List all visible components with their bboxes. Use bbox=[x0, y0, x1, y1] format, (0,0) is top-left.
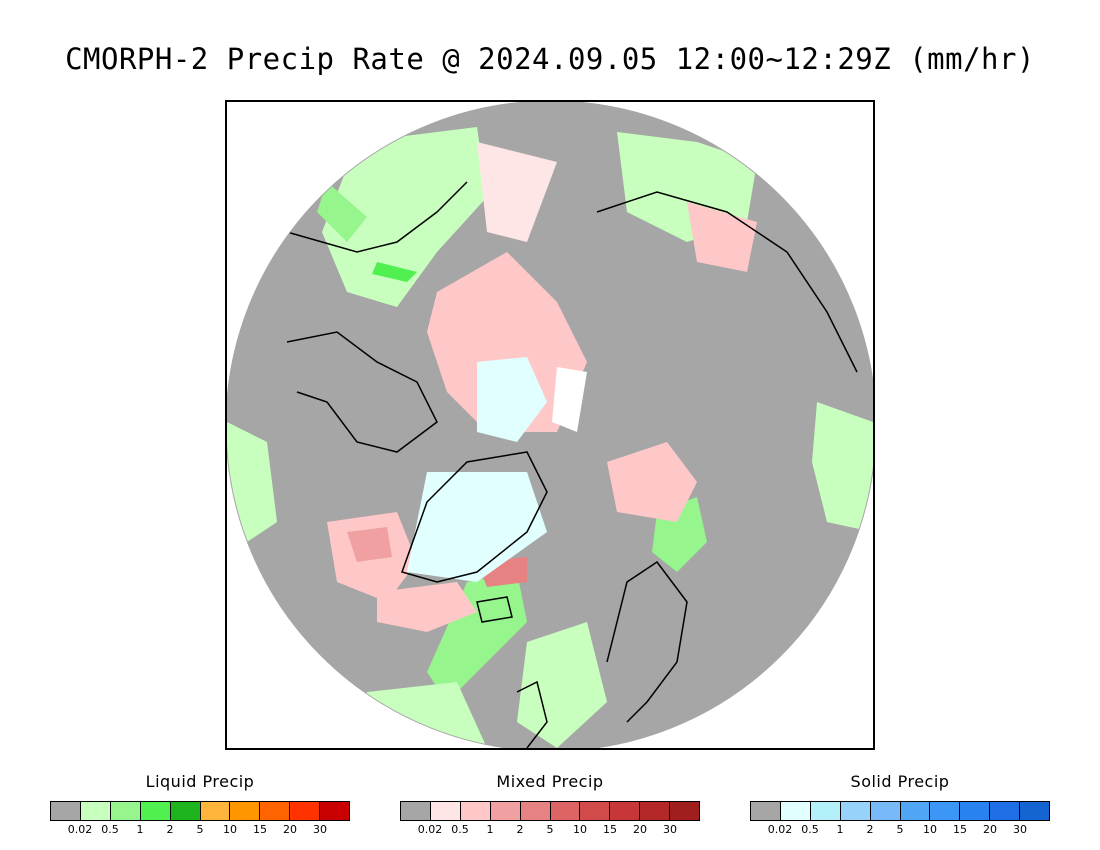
legend-tick: 1 bbox=[136, 823, 144, 836]
legend-tick: 0.02 bbox=[767, 823, 793, 836]
legend-title: Mixed Precip bbox=[496, 772, 604, 791]
legend-tick: 20 bbox=[983, 823, 997, 836]
liquid-precip-region bbox=[427, 572, 527, 702]
legend-swatch bbox=[780, 802, 811, 820]
legend-title: Solid Precip bbox=[850, 772, 950, 791]
legend-swatch bbox=[640, 802, 671, 820]
coastlines bbox=[286, 181, 858, 748]
legend-mixed-precip: Mixed Precip 0.02 0.5 1 2 5 10 15 20 30 bbox=[400, 772, 700, 836]
liquid-precip-region bbox=[372, 262, 417, 282]
legend-swatch bbox=[260, 802, 291, 820]
legend-tick: 0.5 bbox=[801, 823, 819, 836]
legend-tick: 30 bbox=[313, 823, 327, 836]
liquid-precip-region bbox=[227, 422, 277, 542]
canada-arctic-coast bbox=[286, 331, 438, 453]
legend-tick: 5 bbox=[896, 823, 904, 836]
legend-tick: 10 bbox=[573, 823, 587, 836]
solid-precip-region bbox=[477, 357, 547, 442]
legend-tick: 2 bbox=[866, 823, 874, 836]
legend-tick: 5 bbox=[196, 823, 204, 836]
legend-tick: 15 bbox=[953, 823, 967, 836]
legend-swatch bbox=[230, 802, 261, 820]
alaska-coast bbox=[286, 181, 468, 253]
legend-ticks: 0.02 0.5 1 2 5 10 15 20 30 bbox=[750, 821, 1050, 836]
legend-tick: 20 bbox=[283, 823, 297, 836]
legend-swatch bbox=[110, 802, 141, 820]
legend-swatch bbox=[810, 802, 841, 820]
legend-tick: 30 bbox=[663, 823, 677, 836]
mixed-precip-region bbox=[427, 252, 587, 432]
legend-colorbar bbox=[50, 801, 350, 821]
legend-swatch bbox=[290, 802, 321, 820]
liquid-precip-region bbox=[812, 402, 873, 532]
liquid-precip-region bbox=[317, 182, 367, 242]
legend-tick: 15 bbox=[603, 823, 617, 836]
legend-swatch bbox=[900, 802, 931, 820]
legend-tick: 30 bbox=[1013, 823, 1027, 836]
polar-precip-map bbox=[225, 100, 875, 750]
precip-layer bbox=[227, 127, 873, 748]
legend-swatch bbox=[610, 802, 641, 820]
legend-tick: 0.5 bbox=[101, 823, 119, 836]
legend-swatch bbox=[580, 802, 611, 820]
legend-tick: 15 bbox=[253, 823, 267, 836]
legend-swatch bbox=[1020, 802, 1050, 820]
legend-swatch bbox=[200, 802, 231, 820]
legend-solid-precip: Solid Precip 0.02 0.5 1 2 5 10 15 20 30 bbox=[750, 772, 1050, 836]
legend-tick: 0.02 bbox=[67, 823, 93, 836]
legend-swatch bbox=[51, 802, 81, 820]
legend-colorbar bbox=[750, 801, 1050, 821]
legend-tick: 0.02 bbox=[417, 823, 443, 836]
legend-swatch bbox=[401, 802, 431, 820]
legend-tick: 0.5 bbox=[451, 823, 469, 836]
legend-swatch bbox=[840, 802, 871, 820]
solid-precip-region bbox=[407, 472, 547, 582]
iceland-coast bbox=[476, 596, 513, 623]
mixed-precip-region bbox=[347, 527, 392, 562]
legend-swatch bbox=[430, 802, 461, 820]
legend-tick: 1 bbox=[836, 823, 844, 836]
liquid-precip-region bbox=[517, 622, 607, 748]
legend-swatch bbox=[990, 802, 1021, 820]
legend-swatch bbox=[140, 802, 171, 820]
legend-swatch bbox=[751, 802, 781, 820]
legend-swatch bbox=[460, 802, 491, 820]
legend-title: Liquid Precip bbox=[145, 772, 255, 791]
legend-tick: 1 bbox=[486, 823, 494, 836]
legend-tick: 2 bbox=[516, 823, 524, 836]
legend-swatch bbox=[170, 802, 201, 820]
legend-ticks: 0.02 0.5 1 2 5 10 15 20 30 bbox=[50, 821, 350, 836]
legend-swatch bbox=[80, 802, 111, 820]
solid-precip-region bbox=[552, 367, 587, 432]
legend-tick: 10 bbox=[223, 823, 237, 836]
greenland-coast bbox=[401, 451, 548, 583]
legend-swatch bbox=[960, 802, 991, 820]
legend-swatch bbox=[670, 802, 700, 820]
legend-swatch bbox=[320, 802, 350, 820]
siberia-coast bbox=[596, 191, 858, 373]
legend-swatch bbox=[550, 802, 581, 820]
uk-coast bbox=[516, 680, 548, 748]
legend-swatch bbox=[490, 802, 521, 820]
map-canvas bbox=[227, 102, 873, 748]
legend-liquid-precip: Liquid Precip 0.02 0.5 1 2 5 10 15 20 30 bbox=[50, 772, 350, 836]
legend-colorbar bbox=[400, 801, 700, 821]
legend-swatch bbox=[520, 802, 551, 820]
legend-tick: 2 bbox=[166, 823, 174, 836]
legend-tick: 10 bbox=[923, 823, 937, 836]
mixed-precip-region bbox=[477, 142, 557, 242]
legend-tick: 20 bbox=[633, 823, 647, 836]
legend-ticks: 0.02 0.5 1 2 5 10 15 20 30 bbox=[400, 821, 700, 836]
scandinavia-coast bbox=[606, 560, 688, 723]
map-title: CMORPH-2 Precip Rate @ 2024.09.05 12:00~… bbox=[65, 42, 1035, 76]
mixed-precip-region bbox=[607, 442, 697, 522]
mixed-precip-region bbox=[377, 582, 477, 632]
legend-swatch bbox=[870, 802, 901, 820]
legend-tick: 5 bbox=[546, 823, 554, 836]
legend-swatch bbox=[930, 802, 961, 820]
liquid-precip-region bbox=[322, 127, 487, 307]
